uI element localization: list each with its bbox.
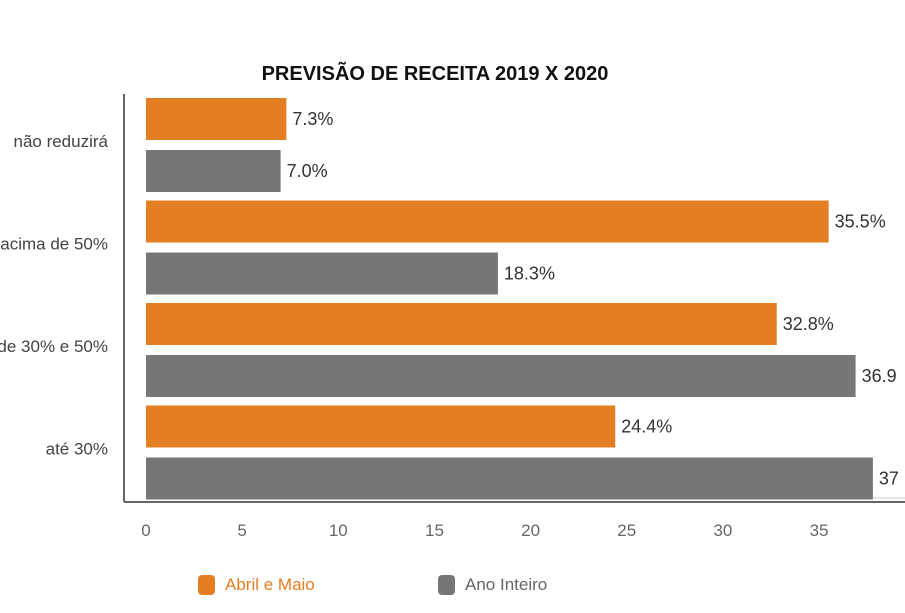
legend-label: Abril e Maio [225, 575, 315, 594]
bar-abril-e-maio [146, 303, 777, 345]
x-tick-label: 20 [521, 521, 540, 540]
x-tick-label: 5 [237, 521, 246, 540]
bar-abril-e-maio [146, 200, 829, 243]
legend-swatch [438, 575, 455, 595]
legend-swatch [198, 575, 215, 595]
category-label: de 30% e 50% [0, 337, 108, 356]
x-tick-label: 10 [329, 521, 348, 540]
bars [146, 98, 873, 500]
category-labels: não reduzirá acima de 50% de 30% e 50% até … [0, 132, 109, 459]
x-tick-label: 35 [810, 521, 829, 540]
data-label: 24.4% [621, 417, 672, 437]
bar-ano-inteiro [146, 457, 873, 500]
bar-ano-inteiro [146, 150, 281, 192]
chart-title: PREVISÃO DE RECEITA 2019 X 2020 [262, 62, 609, 85]
x-tick-label: 25 [617, 521, 636, 540]
data-label: 7.3% [292, 109, 333, 129]
legend-label: Ano Inteiro [465, 575, 547, 594]
bar-abril-e-maio [146, 98, 287, 140]
bar-ano-inteiro [146, 252, 498, 295]
x-tick-labels: 0 5 10 15 20 25 30 35 [141, 521, 828, 540]
x-tick-label: 15 [425, 521, 444, 540]
category-label: não reduzirá [13, 132, 108, 151]
data-label: 36.9 [862, 366, 897, 386]
data-label: 32.8% [783, 314, 834, 334]
bar-abril-e-maio [146, 405, 616, 448]
x-tick-label: 30 [713, 521, 732, 540]
data-label: 7.0% [287, 161, 328, 181]
category-label: acima de 50% [0, 235, 108, 254]
legend: Abril e Maio Ano Inteiro [198, 575, 547, 595]
category-label: até 30% [46, 440, 108, 459]
x-tick-label: 0 [141, 521, 150, 540]
bar-ano-inteiro [146, 355, 856, 397]
data-label: 18.3% [504, 264, 555, 284]
value-labels: 7.3% 7.0% 35.5% 18.3% 32.8% 36.9 24.4% 37 [287, 109, 899, 489]
data-label: 35.5% [835, 212, 886, 232]
data-label: 37 [879, 469, 899, 489]
